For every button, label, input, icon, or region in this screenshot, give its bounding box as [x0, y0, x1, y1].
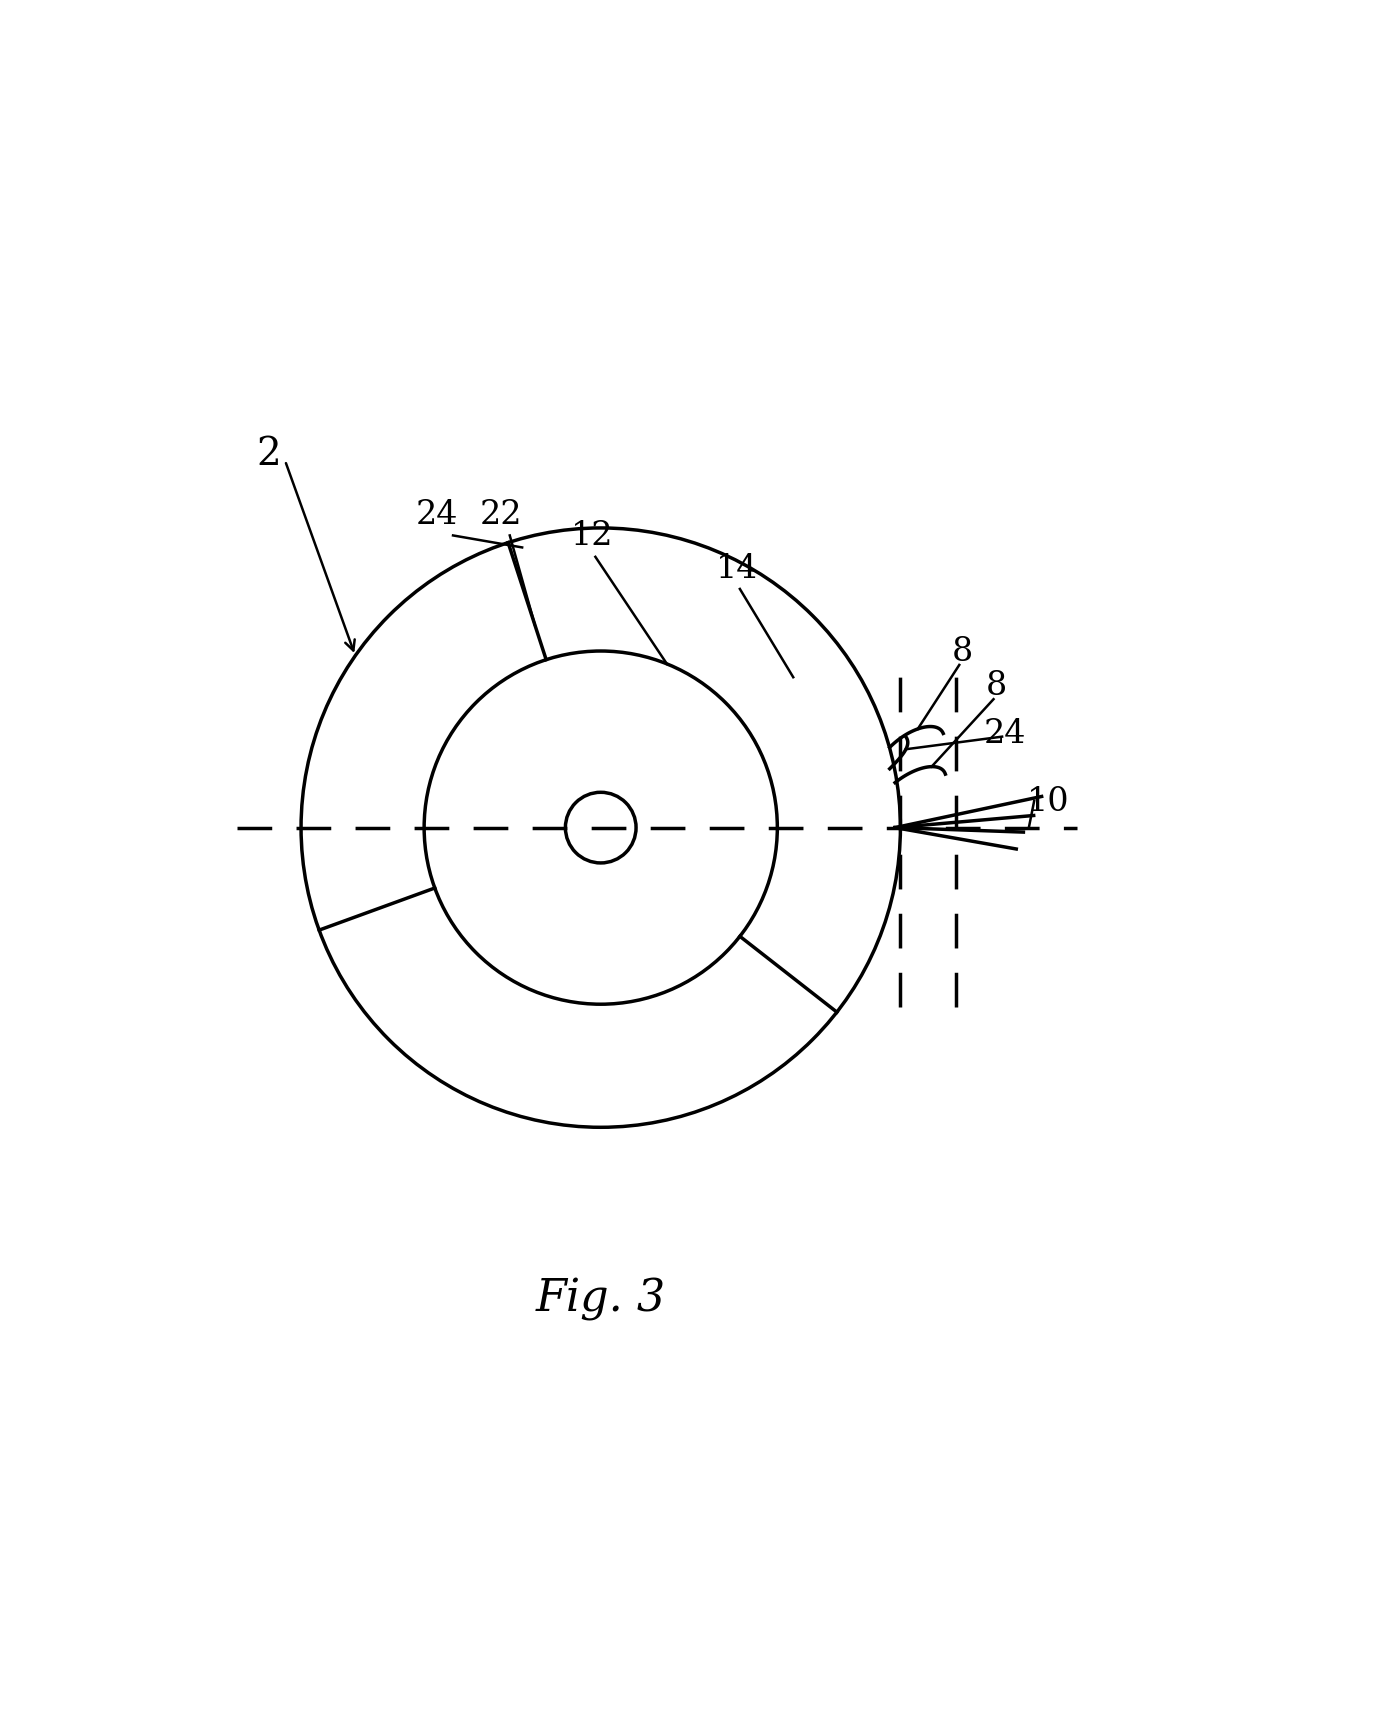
Text: 12: 12 — [570, 519, 613, 552]
Text: 24: 24 — [416, 499, 458, 531]
Text: 2: 2 — [257, 435, 282, 473]
Text: 8: 8 — [952, 636, 974, 668]
Text: 10: 10 — [1027, 785, 1069, 818]
Text: 24: 24 — [985, 718, 1026, 751]
Text: Fig. 3: Fig. 3 — [536, 1277, 666, 1320]
Text: 14: 14 — [715, 552, 758, 584]
Text: 8: 8 — [986, 670, 1007, 701]
Text: 22: 22 — [481, 499, 522, 531]
